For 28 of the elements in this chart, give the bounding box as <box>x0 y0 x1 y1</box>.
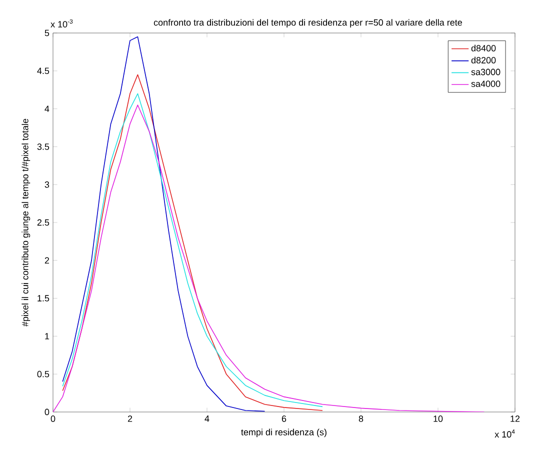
legend-label: sa3000 <box>471 68 500 76</box>
y-tick-label: 3 <box>44 181 50 188</box>
line-series <box>62 36 266 412</box>
y-tick-label: 5 <box>44 30 50 36</box>
x-tick-label: 0 <box>50 416 56 422</box>
y-tick-label: 2.5 <box>37 219 50 226</box>
y-tick-label: 2 <box>44 257 50 264</box>
y-tick-label: 1 <box>45 333 50 340</box>
x-tick-label: 2 <box>128 416 132 422</box>
x-tick-label: 12 <box>510 416 520 422</box>
y-axis-title: #pixel il cui contributo giunge al tempo t/#pixel totale <box>22 118 30 327</box>
x-tick-label: 8 <box>358 416 364 422</box>
y-tick-label: 3.5 <box>37 144 50 150</box>
y-tick-label: 4.5 <box>37 68 50 74</box>
x-tick-label: 10 <box>434 416 443 422</box>
y-tick-label: 0 <box>44 408 50 416</box>
y-tick-label: 1.5 <box>38 295 50 302</box>
chart-title: confronto tra distribuzioni del tempo di residenza per r=50 al variare della rete <box>154 19 462 28</box>
text: x 10$^{4}$ <box>494 430 515 438</box>
x-axis-title: tempi di residenza (s) <box>241 428 326 438</box>
legend-label: d8400 <box>471 44 496 52</box>
text: x 10$^{-3}$ <box>50 19 73 28</box>
x-tick-label: 4 <box>204 416 210 422</box>
legend-label: sa4000 <box>471 80 500 87</box>
y-tick-label: 0.5 <box>37 370 50 378</box>
legend-label: d8200 <box>471 56 496 64</box>
y-tick-label: 4 <box>44 106 50 112</box>
x-tick-label: 6 <box>282 416 286 422</box>
